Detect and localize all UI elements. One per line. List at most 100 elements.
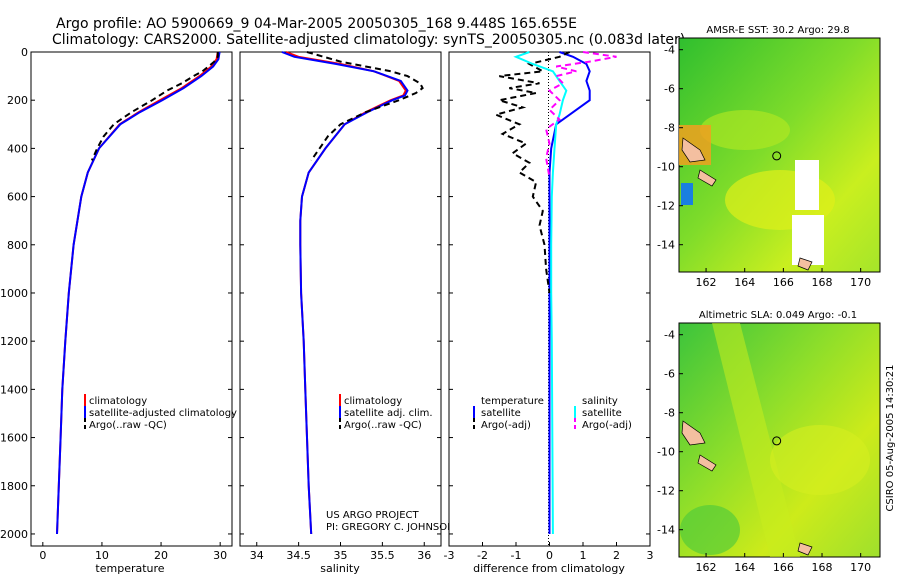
map-y-tick-label: -12 bbox=[657, 485, 675, 498]
y-tick-label: 1800 bbox=[0, 480, 28, 493]
map-x-tick-label: 170 bbox=[850, 276, 871, 289]
legend-label-argo: Argo(..raw -QC) bbox=[344, 420, 422, 431]
y-tick-label: 0 bbox=[21, 46, 28, 59]
sst-map-title: AMSR-E SST: 30.2 Argo: 29.8 bbox=[706, 25, 849, 36]
temperature-panel: 0 10 20 30 0 200 400 600 800 1000 1200 1400 1600 1800… bbox=[0, 46, 237, 575]
salinity-panel-frame bbox=[239, 51, 442, 547]
sst-field bbox=[678, 37, 881, 273]
x-tick-label: 34 bbox=[250, 549, 264, 562]
map-y-tick-label: -8 bbox=[664, 122, 675, 135]
difference-ticks: -3 -2 -1 0 1 2 3 bbox=[444, 51, 654, 562]
sla-low bbox=[680, 505, 740, 555]
map-y-tick-label: -4 bbox=[664, 44, 675, 57]
legend-label-climatology: climatology bbox=[344, 396, 402, 407]
island-shape bbox=[681, 420, 706, 446]
x-tick-label: -3 bbox=[444, 549, 455, 562]
map-x-tick-label: 162 bbox=[696, 561, 717, 574]
legend-label-climatology: climatology bbox=[89, 396, 147, 407]
x-tick-label: 0 bbox=[39, 549, 46, 562]
no-data-patch bbox=[792, 215, 824, 265]
map-y-tick-label: -6 bbox=[664, 83, 675, 96]
map-x-tick-label: 164 bbox=[734, 561, 755, 574]
difference-xlabel: difference from climatology bbox=[473, 562, 625, 575]
y-tick-label: 1600 bbox=[0, 432, 28, 445]
side-stamp: CSIRO 05-Aug-2005 14:30:21 bbox=[885, 364, 896, 511]
series-line-satellite-adjusted-climatology bbox=[56, 51, 221, 535]
legend-label-satellite: satellite adj. clim. bbox=[344, 408, 433, 419]
y-tick-label: 600 bbox=[7, 191, 28, 204]
island-shape bbox=[797, 257, 813, 271]
argo-location-marker bbox=[772, 151, 782, 161]
x-tick-label: -2 bbox=[477, 549, 488, 562]
legend-title-temperature: temperature bbox=[481, 396, 544, 407]
map-x-tick-label: 168 bbox=[812, 561, 833, 574]
salinity-series bbox=[281, 51, 424, 535]
no-data-patch bbox=[795, 160, 819, 210]
y-tick-label: 1400 bbox=[0, 383, 28, 396]
series-line-temperature-satellite bbox=[548, 51, 591, 534]
header-line-2: Climatology: CARS2000. Satellite-adjuste… bbox=[52, 32, 685, 48]
legend-label-temp-argo: Argo(-adj) bbox=[481, 420, 531, 431]
map-x-tick-label: 170 bbox=[850, 561, 871, 574]
island-shape bbox=[681, 137, 706, 163]
difference-panel: -3 -2 -1 0 1 2 3 difference from climatology t… bbox=[444, 51, 654, 575]
temperature-series bbox=[56, 51, 221, 535]
y-tick-label: 200 bbox=[7, 94, 28, 107]
warm-patch bbox=[700, 110, 790, 150]
legend-label-argo: Argo(..raw -QC) bbox=[89, 420, 167, 431]
island-shape bbox=[697, 169, 717, 187]
x-tick-label: 2 bbox=[613, 549, 620, 562]
legend-label-temp-satellite: satellite bbox=[481, 408, 521, 419]
legend-label-sal-argo: Argo(-adj) bbox=[582, 420, 632, 431]
salinity-legend: climatology satellite adj. clim. Argo(..… bbox=[339, 394, 433, 431]
salinity-panel: 34 34.5 35 35.5 36 salinity climatology sate… bbox=[239, 51, 455, 575]
salinity-xlabel: salinity bbox=[320, 562, 360, 575]
map-x-tick-label: 164 bbox=[734, 276, 755, 289]
series-line-salinity-satellite bbox=[513, 51, 568, 535]
y-tick-label: 400 bbox=[7, 142, 28, 155]
series-line-argo-raw-qc- bbox=[306, 51, 424, 161]
x-tick-label: -1 bbox=[511, 549, 522, 562]
sla-map-title: Altimetric SLA: 0.049 Argo: -0.1 bbox=[699, 310, 857, 321]
map-x-tick-label: 166 bbox=[773, 276, 794, 289]
map-y-tick-label: -10 bbox=[657, 446, 675, 459]
pi-label: PI: GREGORY C. JOHNSON bbox=[326, 522, 455, 533]
map-y-tick-label: -10 bbox=[657, 161, 675, 174]
difference-legend: temperature satellite Argo(-adj) salinit… bbox=[473, 396, 632, 431]
map-x-tick-label: 168 bbox=[812, 276, 833, 289]
legend-label-sal-satellite: satellite bbox=[582, 408, 622, 419]
series-line-satellite-adj-clim- bbox=[281, 51, 409, 535]
sst-map-ticks: 162 164 166 168 170 -4 -6 -8 -10 -12 -14 bbox=[657, 44, 871, 289]
legend-label-satellite: satellite-adjusted climatology bbox=[89, 408, 237, 419]
header-line-1: Argo profile: AO 5900669_9 04-Mar-2005 2… bbox=[56, 16, 577, 32]
temperature-panel-frame bbox=[30, 51, 233, 547]
map-x-tick-label: 166 bbox=[773, 561, 794, 574]
x-tick-label: 34.5 bbox=[286, 549, 311, 562]
map-y-tick-label: -14 bbox=[657, 524, 675, 537]
map-x-tick-label: 162 bbox=[696, 276, 717, 289]
sla-high bbox=[770, 425, 870, 495]
map-y-tick-label: -12 bbox=[657, 200, 675, 213]
x-tick-label: 36 bbox=[417, 549, 431, 562]
x-tick-label: 30 bbox=[213, 549, 227, 562]
x-tick-label: 0 bbox=[546, 549, 553, 562]
map-y-tick-label: -4 bbox=[664, 329, 675, 342]
map-y-tick-label: -8 bbox=[664, 407, 675, 420]
temperature-legend: climatology satellite-adjusted climatolo… bbox=[84, 394, 237, 431]
sst-map: AMSR-E SST: 30.2 Argo: 29.8 162 164 166 168… bbox=[657, 25, 881, 289]
y-tick-label: 1200 bbox=[0, 335, 28, 348]
series-line-argo-raw-qc- bbox=[90, 52, 219, 161]
map-y-tick-label: -6 bbox=[664, 368, 675, 381]
series-line-temperature-argo-adj- bbox=[492, 51, 571, 294]
project-label: US ARGO PROJECT bbox=[326, 510, 420, 521]
y-tick-label: 1000 bbox=[0, 287, 28, 300]
sla-map-ticks: 162 164 166 168 170 -4 -6 -8 -10 -12 -14 bbox=[657, 329, 871, 574]
temperature-ticks: 0 10 20 30 0 200 400 600 800 1000 1200 1400 1600 1800… bbox=[0, 46, 232, 562]
series-line-salinity-argo-adj- bbox=[544, 51, 617, 178]
x-tick-label: 35 bbox=[334, 549, 348, 562]
map-y-tick-label: -14 bbox=[657, 239, 675, 252]
salinity-ticks: 34 34.5 35 35.5 36 bbox=[240, 51, 441, 562]
y-tick-label: 2000 bbox=[0, 528, 28, 541]
x-tick-label: 1 bbox=[580, 549, 587, 562]
y-tick-label: 800 bbox=[7, 239, 28, 252]
